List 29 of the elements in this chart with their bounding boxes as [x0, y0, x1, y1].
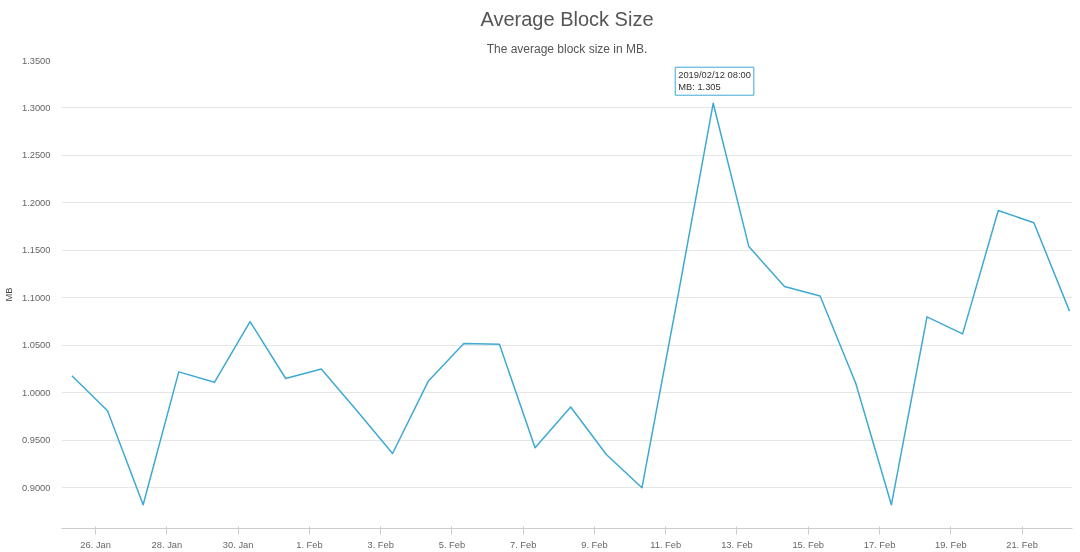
x-tick-label: 7. Feb	[509, 539, 537, 550]
x-tick-label: 5. Feb	[438, 539, 466, 550]
x-tick-label: 28. Jan	[151, 539, 183, 550]
y-tick-label: 1.1000	[21, 292, 51, 303]
x-tick-label: 19. Feb	[934, 539, 967, 550]
x-tick-label: 9. Feb	[581, 539, 608, 550]
y-tick-label: 0.9000	[21, 482, 51, 493]
x-tick-label: 13. Feb	[721, 539, 753, 550]
y-tick-label: 1.3500	[21, 55, 51, 66]
x-tick-label: 30. Jan	[222, 539, 254, 550]
x-tick-label: 1. Feb	[296, 539, 323, 550]
x-tick-label: 21. Feb	[1006, 539, 1038, 550]
y-tick-label: 0.9500	[21, 435, 51, 446]
chart-title: Average Block Size	[480, 7, 654, 30]
y-tick-label: 1.0000	[21, 387, 51, 398]
x-tick-label: 11. Feb	[650, 539, 682, 550]
y-tick-label: 1.1500	[21, 245, 51, 256]
x-tick-label: 15. Feb	[792, 539, 825, 550]
chart-subtitle: The average block size in MB.	[486, 41, 648, 56]
x-tick-label: 3. Feb	[367, 539, 394, 550]
x-tick-label: 26. Jan	[80, 539, 111, 550]
line-series	[71, 102, 1071, 506]
annotation: 2019/02/12 08:00 MB: 1.305	[678, 70, 751, 93]
y-tick-label: 1.3000	[21, 102, 51, 113]
x-tick-label: 17. Feb	[863, 539, 896, 550]
y-tick-label: 1.2500	[21, 150, 51, 161]
y-axis-title: MB	[3, 287, 14, 302]
y-tick-label: 1.0500	[21, 340, 51, 351]
y-tick-label: 1.2000	[21, 197, 51, 208]
